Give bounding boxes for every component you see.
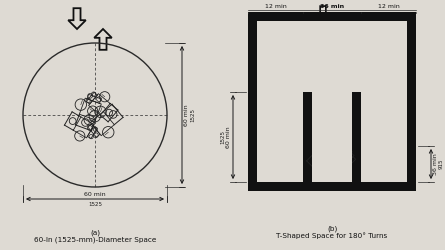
Text: (b)
T-Shaped Space for 180° Turns: (b) T-Shaped Space for 180° Turns [276,225,388,239]
Bar [248,12,416,92]
Text: 915: 915 [327,12,337,17]
Text: (a)
60-In (1525-mm)-Diameter Space: (a) 60-In (1525-mm)-Diameter Space [34,229,156,243]
Text: 1525: 1525 [88,202,102,207]
Bar [407,92,416,191]
Text: 12 min: 12 min [265,4,287,9]
Text: 36 min: 36 min [320,4,344,9]
Text: 60 min: 60 min [226,126,231,148]
Bar [257,21,407,92]
Text: 12 min: 12 min [378,4,399,9]
Text: 915: 915 [439,159,444,169]
Bar [248,92,257,191]
Text: 60 min: 60 min [184,104,189,126]
Bar [312,92,352,182]
Text: 1525: 1525 [220,130,225,144]
Bar [248,182,416,191]
Text: 60 min: 60 min [84,192,106,197]
Text: 36 min: 36 min [433,153,438,175]
Text: 1525: 1525 [190,108,195,122]
Bar [303,92,361,182]
